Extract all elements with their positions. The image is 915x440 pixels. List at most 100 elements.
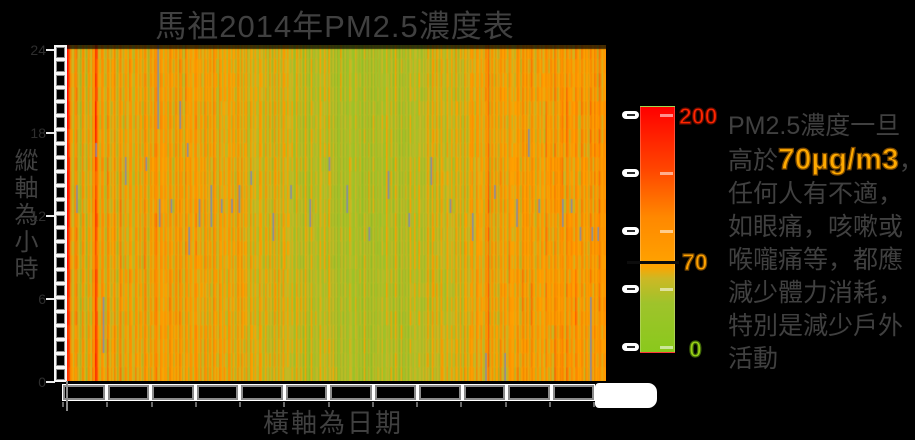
hour-tick-box	[56, 173, 65, 184]
y-major-tick-mark	[46, 49, 55, 51]
hour-tick-box	[56, 257, 65, 268]
hour-tick-box	[56, 159, 65, 170]
y-major-tick-mark	[46, 298, 55, 300]
x-minor-tick-mark	[327, 402, 330, 407]
hour-tick-box	[56, 131, 65, 142]
colorbar-inner-tick	[660, 114, 673, 117]
y-axis-tick-strip	[54, 45, 67, 382]
hour-tick-box	[56, 327, 65, 338]
annotation-line: 任何人有不適，	[728, 178, 914, 211]
month-tick-box	[374, 385, 416, 400]
month-tick-box	[285, 385, 327, 400]
annotation-text: 如眼痛，咳嗽或	[728, 213, 904, 241]
colorbar-inner-tick	[660, 230, 673, 233]
month-tick-box	[196, 385, 238, 400]
colorbar-max-label: 200	[678, 102, 718, 129]
hour-tick-box	[56, 285, 65, 296]
y-tick-label: 6	[38, 291, 46, 307]
x-minor-tick-mark	[239, 402, 241, 407]
hour-tick-box	[56, 103, 65, 114]
y-tick-label: 12	[30, 208, 46, 224]
colorbar-tick-capsule	[622, 169, 639, 177]
y-major-tick-mark	[46, 215, 55, 217]
x-minor-tick-mark	[283, 402, 286, 407]
annotation-text: 任何人有不適，	[728, 180, 904, 208]
x-minor-tick-mark	[504, 402, 507, 407]
page-title: 馬祖2014年PM2.5濃度表	[155, 9, 515, 44]
hour-tick-box	[56, 89, 65, 100]
x-minor-tick-mark	[371, 402, 374, 407]
y-tick-label: 18	[30, 125, 46, 141]
x-minor-tick-mark	[106, 402, 109, 407]
annotation-text: 特別是減少戶外	[728, 312, 904, 340]
month-tick-box	[152, 385, 194, 400]
colorbar-inner-tick	[660, 346, 673, 349]
colorbar-tick-capsule	[622, 285, 639, 293]
annotation-line: 喉嚨痛等，都應	[728, 244, 914, 277]
hour-tick-box	[56, 75, 65, 86]
x-minor-tick-mark	[548, 402, 551, 407]
x-minor-tick-mark	[62, 402, 64, 407]
pm25-threshold-highlight: 70µg/m3	[777, 142, 899, 176]
y-major-tick-mark	[46, 132, 55, 134]
hour-tick-box	[56, 355, 65, 366]
y-major-tick-mark	[46, 381, 55, 383]
health-warning-annotation: PM2.5濃度一旦高於70µg/m3，任何人有不適，如眼痛，咳嗽或喉嚨痛等，都應…	[728, 110, 915, 376]
axis-corner-tick	[66, 381, 68, 411]
annotation-line: 如眼痛，咳嗽或	[728, 211, 914, 244]
y-tick-label: 0	[38, 374, 46, 390]
hour-tick-box	[56, 47, 65, 58]
hour-tick-box	[56, 313, 65, 324]
y-axis-label: 縱軸為小時	[10, 148, 37, 283]
month-tick-box	[463, 385, 505, 400]
colorbar-inner-tick	[660, 288, 673, 291]
hour-tick-box	[56, 369, 65, 380]
hour-tick-box	[56, 117, 65, 128]
annotation-text: 活動	[728, 345, 779, 373]
x-axis-label: 橫軸為日期	[262, 408, 403, 438]
heatmap-canvas	[67, 45, 606, 381]
month-tick-box	[552, 385, 594, 400]
annotation-text: 高於	[728, 147, 779, 175]
hour-tick-box	[56, 215, 65, 226]
x-axis-end-box	[595, 383, 657, 408]
month-tick-box	[330, 385, 372, 400]
annotation-text: ，	[899, 147, 915, 175]
hour-tick-box	[56, 229, 65, 240]
colorbar-tick-capsule	[622, 111, 639, 119]
annotation-text: PM2.5濃度一旦	[728, 112, 901, 140]
hour-tick-box	[56, 187, 65, 198]
annotation-line: 特別是減少戶外	[728, 310, 914, 343]
x-minor-tick-mark	[593, 402, 595, 407]
annotation-line: PM2.5濃度一旦	[728, 110, 914, 143]
month-tick-box	[419, 385, 461, 400]
x-minor-tick-mark	[150, 402, 153, 407]
x-minor-tick-mark	[460, 402, 463, 407]
annotation-text: 喉嚨痛等，都應	[728, 246, 904, 274]
hour-tick-box	[56, 201, 65, 212]
x-minor-tick-mark	[416, 402, 418, 407]
hour-tick-box	[56, 341, 65, 352]
annotation-line: 活動	[728, 343, 914, 376]
colorbar-threshold-label: 70	[681, 248, 708, 275]
y-tick-label: 24	[30, 42, 46, 58]
colorbar-threshold-line	[627, 261, 679, 264]
x-axis-tick-strip	[62, 384, 595, 401]
month-tick-box	[63, 385, 105, 400]
month-tick-box	[241, 385, 283, 400]
colorbar-min-label: 0	[688, 335, 702, 362]
colorbar-gradient	[640, 106, 675, 353]
annotation-text: 減少體力消耗，	[728, 279, 904, 307]
hour-tick-box	[56, 271, 65, 282]
colorbar-inner-tick	[660, 172, 673, 175]
hour-tick-box	[56, 243, 65, 254]
hour-tick-box	[56, 61, 65, 72]
month-tick-box	[107, 385, 149, 400]
annotation-line: 減少體力消耗，	[728, 277, 914, 310]
x-minor-tick-mark	[194, 402, 197, 407]
annotation-line: 高於70µg/m3，	[728, 142, 915, 178]
hour-tick-box	[56, 145, 65, 156]
colorbar-tick-capsule	[622, 343, 639, 351]
colorbar-tick-capsule	[622, 227, 639, 235]
